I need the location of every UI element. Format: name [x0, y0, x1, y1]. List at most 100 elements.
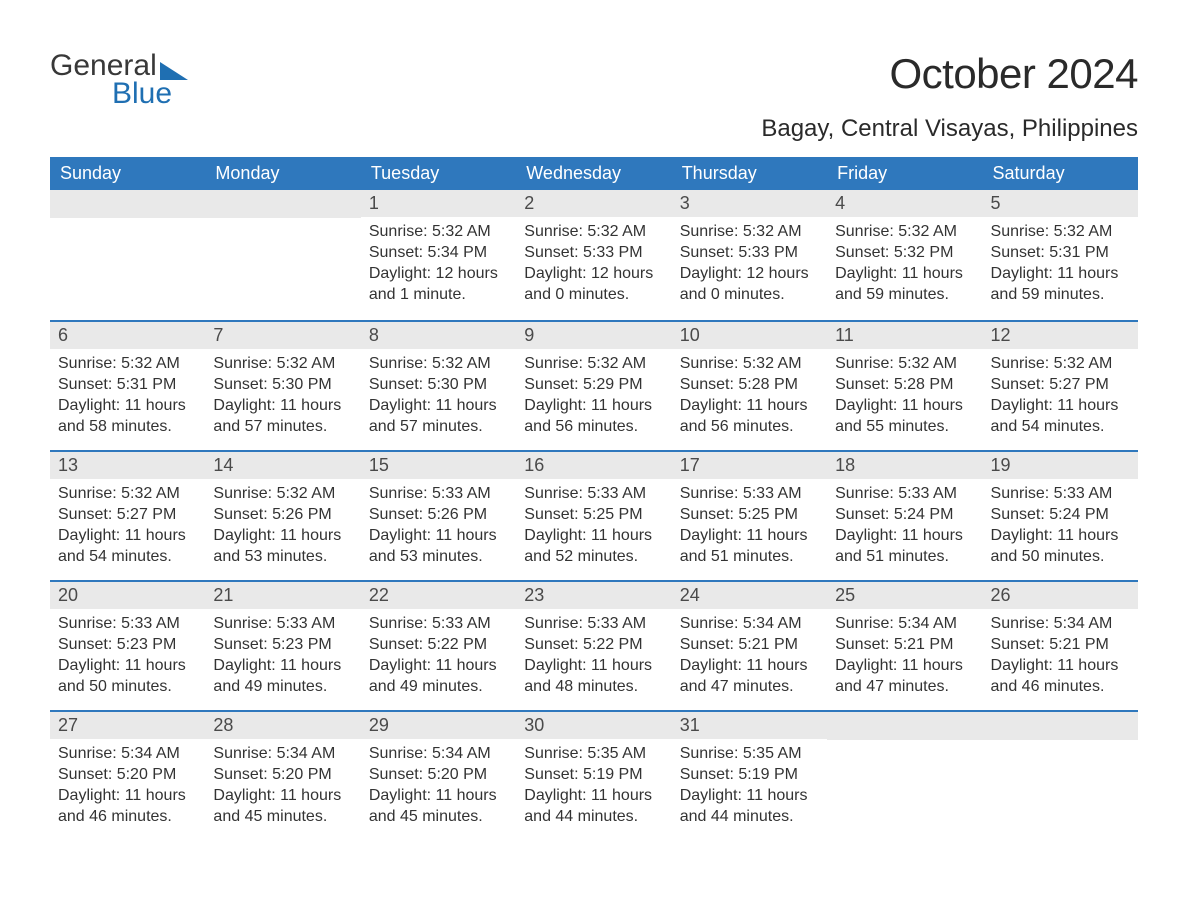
- sunset-label: Sunset:: [58, 636, 117, 653]
- day-number: 23: [516, 582, 671, 609]
- sunrise-line: Sunrise: 5:34 AM: [58, 743, 197, 764]
- sunrise-value: 5:33 AM: [898, 485, 957, 502]
- day-number: 24: [672, 582, 827, 609]
- sunset-value: 5:20 PM: [428, 766, 488, 783]
- sunset-line: Sunset: 5:20 PM: [213, 764, 352, 785]
- daylight-label: Daylight:: [524, 527, 591, 544]
- sunset-label: Sunset:: [524, 636, 583, 653]
- day-body: Sunrise: 5:32 AMSunset: 5:34 PMDaylight:…: [361, 217, 516, 317]
- day-number: [50, 190, 205, 218]
- weekday-header-cell: Thursday: [672, 157, 827, 190]
- location-subtitle: Bagay, Central Visayas, Philippines: [50, 115, 1138, 143]
- calendar: SundayMondayTuesdayWednesdayThursdayFrid…: [50, 157, 1138, 840]
- day-body: Sunrise: 5:32 AMSunset: 5:31 PMDaylight:…: [50, 349, 205, 449]
- day-number: 12: [983, 322, 1138, 349]
- calendar-day-cell: 30 Sunrise: 5:35 AMSunset: 5:19 PM Dayligh…: [516, 712, 671, 840]
- sunset-value: 5:20 PM: [272, 766, 332, 783]
- calendar-day-cell: 23Sunrise: 5:33 AMSunset: 5:22 PMDayligh…: [516, 582, 671, 710]
- daylight-label: Daylight:: [213, 787, 280, 804]
- sunrise-line: Sunrise: 5:33 AM: [369, 613, 508, 634]
- sunrise-value: 5:32 AM: [743, 355, 802, 372]
- daylight-line: Daylight: 11 hours and 59 minutes.: [835, 263, 974, 305]
- sunrise-line: Sunrise: 5:32 AM: [524, 353, 663, 374]
- sunset-value: 5:26 PM: [272, 506, 332, 523]
- day-number: 5: [983, 190, 1138, 217]
- weekday-header-row: SundayMondayTuesdayWednesdayThursdayFrid…: [50, 157, 1138, 190]
- sunset-line: Sunset: 5:28 PM: [835, 374, 974, 395]
- calendar-week-row: 27Sunrise: 5:34 AMSunset: 5:20 PMDayligh…: [50, 710, 1138, 840]
- calendar-day-cell: 13Sunrise: 5:32 AMSunset: 5:27 PMDayligh…: [50, 452, 205, 580]
- sunrise-line: Sunrise: 5:35 AM: [524, 743, 663, 764]
- sunrise-label: Sunrise:: [680, 355, 743, 372]
- calendar-day-cell: 12Sunrise: 5:32 AMSunset: 5:27 PMDayligh…: [983, 322, 1138, 450]
- day-body: Sunrise: 5:32 AMSunset: 5:32 PMDaylight:…: [827, 217, 982, 317]
- calendar-day-cell: 16Sunrise: 5:33 AMSunset: 5:25 PMDayligh…: [516, 452, 671, 580]
- calendar-day-cell: 4Sunrise: 5:32 AMSunset: 5:32 PMDaylight…: [827, 190, 982, 320]
- sunrise-value: 5:32 AM: [277, 485, 336, 502]
- calendar-day-cell: [827, 712, 982, 840]
- sunset-line: Sunset: 5:26 PM: [369, 504, 508, 525]
- daylight-label: Daylight:: [835, 397, 902, 414]
- sunrise-label: Sunrise:: [58, 615, 121, 632]
- sunset-value: 5:28 PM: [738, 376, 798, 393]
- sunrise-value: 5:33 AM: [432, 485, 491, 502]
- sunset-label: Sunset:: [680, 506, 739, 523]
- sunset-value: 5:26 PM: [428, 506, 488, 523]
- calendar-day-cell: 18Sunrise: 5:33 AMSunset: 5:24 PMDayligh…: [827, 452, 982, 580]
- sunrise-line: Sunrise: 5:33 AM: [524, 483, 663, 504]
- sunrise-line: Sunrise: 5:34 AM: [991, 613, 1130, 634]
- day-body: Sunrise: 5:34 AMSunset: 5:21 PMDaylight:…: [672, 609, 827, 709]
- sunset-value: 5:25 PM: [583, 506, 643, 523]
- daylight-label: Daylight:: [213, 527, 280, 544]
- sunrise-label: Sunrise:: [369, 485, 432, 502]
- sunrise-line: Sunrise: 5:34 AM: [213, 743, 352, 764]
- daylight-line: Daylight: 12 hours and 0 minutes.: [524, 263, 663, 305]
- sunrise-line: Sunrise: 5:32 AM: [369, 353, 508, 374]
- calendar-day-cell: [983, 712, 1138, 840]
- day-number: 19: [983, 452, 1138, 479]
- daylight-label: Daylight:: [369, 787, 436, 804]
- daylight-label: Daylight:: [524, 397, 591, 414]
- day-number: 16: [516, 452, 671, 479]
- sunset-label: Sunset:: [835, 636, 894, 653]
- sunset-line: Sunset: 5:29 PM: [524, 374, 663, 395]
- day-body: Sunrise: 5:33 AMSunset: 5:25 PMDaylight:…: [672, 479, 827, 579]
- weekday-header-cell: Tuesday: [361, 157, 516, 190]
- sunrise-value: 5:32 AM: [898, 223, 957, 240]
- sunset-line: Sunset: 5:19 PM: [524, 764, 663, 785]
- sunset-line: Sunset: 5:33 PM: [524, 242, 663, 263]
- calendar-day-cell: 27Sunrise: 5:34 AMSunset: 5:20 PMDayligh…: [50, 712, 205, 840]
- daylight-line: Daylight: 11 hours and 57 minutes.: [213, 395, 352, 437]
- calendar-day-cell: 10Sunrise: 5:32 AMSunset: 5:28 PMDayligh…: [672, 322, 827, 450]
- daylight-line: Daylight: 11 hours and 56 minutes.: [524, 395, 663, 437]
- day-body: Sunrise: 5:32 AMSunset: 5:33 PMDaylight:…: [672, 217, 827, 317]
- daylight-line: Daylight: 11 hours and 57 minutes.: [369, 395, 508, 437]
- sunset-label: Sunset:: [680, 766, 739, 783]
- daylight-line: Daylight: 11 hours and 45 minutes.: [369, 785, 508, 827]
- sunrise-value: 5:32 AM: [1054, 355, 1113, 372]
- weekday-header-cell: Friday: [827, 157, 982, 190]
- day-number: 30: [516, 712, 671, 739]
- sunrise-value: 5:34 AM: [743, 615, 802, 632]
- daylight-line: Daylight: 11 hours and 53 minutes.: [369, 525, 508, 567]
- day-body: Sunrise: 5:32 AMSunset: 5:28 PMDaylight:…: [672, 349, 827, 449]
- day-body: Sunrise: 5:33 AMSunset: 5:23 PMDaylight:…: [205, 609, 360, 709]
- sunset-line: Sunset: 5:23 PM: [213, 634, 352, 655]
- daylight-label: Daylight:: [524, 787, 591, 804]
- day-body: Sunrise: 5:32 AMSunset: 5:33 PMDaylight:…: [516, 217, 671, 317]
- sunset-value: 5:21 PM: [894, 636, 954, 653]
- sunrise-line: Sunrise: 5:34 AM: [680, 613, 819, 634]
- day-body: Sunrise: 5:32 AMSunset: 5:29 PMDaylight:…: [516, 349, 671, 449]
- day-number: 8: [361, 322, 516, 349]
- sunrise-label: Sunrise:: [835, 223, 898, 240]
- sunrise-label: Sunrise:: [991, 355, 1054, 372]
- day-number: 27: [50, 712, 205, 739]
- sunrise-value: 5:32 AM: [587, 355, 646, 372]
- daylight-line: Daylight: 11 hours and 49 minutes.: [213, 655, 352, 697]
- calendar-day-cell: 29Sunrise: 5:34 AMSunset: 5:20 PMDayligh…: [361, 712, 516, 840]
- sunrise-value: 5:32 AM: [898, 355, 957, 372]
- day-number: 4: [827, 190, 982, 217]
- sunrise-value: 5:32 AM: [121, 485, 180, 502]
- sunset-label: Sunset:: [369, 766, 428, 783]
- weekday-header-cell: Monday: [205, 157, 360, 190]
